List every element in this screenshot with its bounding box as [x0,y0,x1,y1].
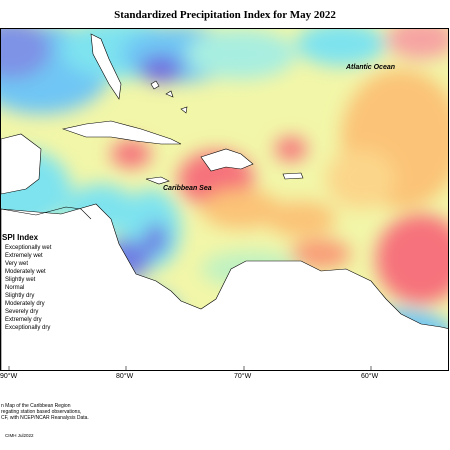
legend-item: Very wet [5,261,29,267]
spi-map [1,29,448,370]
legend-item: Extremely dry [5,317,42,323]
credit-line: CIMH Jul2022 [5,433,34,438]
footnote-line: n Map of the Caribbean Region [1,403,71,409]
footnote-line: regating station based observations, [1,409,82,415]
tick-label-60w: 60°W [361,373,379,380]
spi-field [1,29,448,369]
footnote-line: CF, with NCEP/NCAR Reanalysis Data. [1,415,89,421]
legend-item: Moderately dry [5,301,45,307]
tick-label-70w: 70°W [234,373,252,380]
tick-label-80w: 80°W [116,373,134,380]
legend-item: Normal [5,285,25,291]
legend-item: Slightly wet [5,277,36,283]
legend-item: Severely dry [5,309,39,315]
legend-item: Exceptionally dry [5,325,51,331]
map-frame: Atlantic Ocean Caribbean Sea SPI Index E… [0,28,449,371]
legend-item: Slightly dry [5,293,35,299]
map-title: Standardized Precipitation Index for May… [114,9,336,21]
caribbean-sea-label: Caribbean Sea [163,185,212,192]
axis-ticks [8,366,372,370]
legend-item: Extremely wet [5,253,43,259]
landmass [1,33,448,370]
map-footnote: n Map of the Caribbean Region regating s… [1,403,89,421]
legend-item: Moderately wet [5,269,46,275]
legend-title: SPI Index [2,233,39,242]
spi-legend: SPI Index Exceptionally wet Extremely we… [1,233,91,332]
tick-label-90w: 90°W [0,373,18,380]
atlantic-ocean-label: Atlantic Ocean [346,64,396,71]
legend-item: Exceptionally wet [5,245,52,251]
